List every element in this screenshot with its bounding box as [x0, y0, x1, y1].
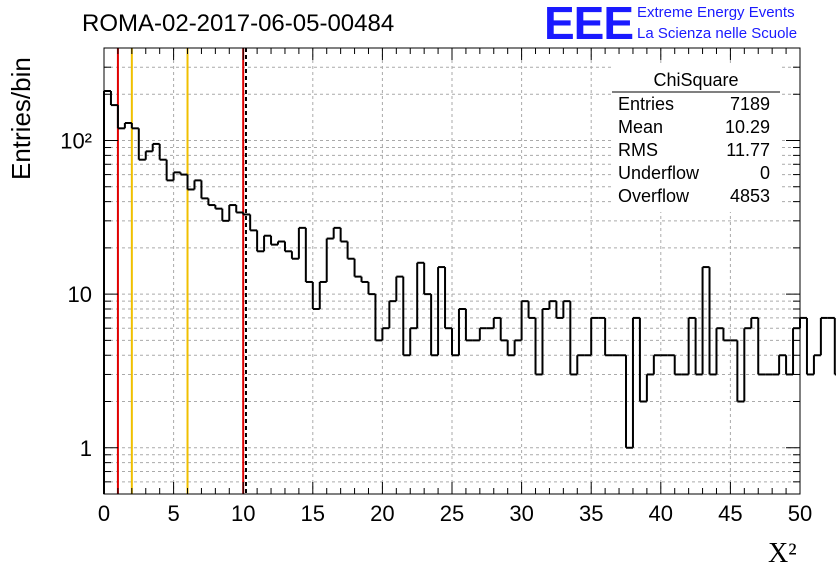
x-tick-label: 0 — [98, 501, 110, 526]
x-tick-label: 20 — [370, 501, 394, 526]
y-tick-label: 10² — [60, 128, 92, 153]
stats-value: 11.77 — [726, 140, 770, 160]
x-tick-label: 30 — [509, 501, 533, 526]
y-tick-label: 10 — [68, 282, 92, 307]
stats-label: Entries — [618, 94, 674, 114]
x-tick-label: 45 — [718, 501, 742, 526]
logo-line-1: Extreme Energy Events — [637, 4, 795, 21]
stats-box — [612, 66, 780, 212]
x-tick-label: 10 — [231, 501, 255, 526]
stats-label: RMS — [618, 140, 658, 160]
stats-label: Mean — [618, 117, 663, 137]
x-tick-label: 25 — [440, 501, 464, 526]
x-tick-label: 50 — [788, 501, 812, 526]
stats-value: 7189 — [730, 94, 770, 114]
logo-line-2: La Scienza nelle Scuole — [637, 25, 798, 42]
stats-value: 4853 — [730, 186, 770, 206]
stats-label: Overflow — [618, 186, 690, 206]
x-tick-label: 40 — [649, 501, 673, 526]
stats-value: 10.29 — [725, 117, 770, 137]
x-tick-label: 5 — [167, 501, 179, 526]
stats-label: Underflow — [618, 163, 700, 183]
x-tick-label: 15 — [301, 501, 325, 526]
chart-title: ROMA-02-2017-06-05-00484 — [82, 10, 395, 37]
stats-title: ChiSquare — [653, 70, 738, 90]
x-axis-label: X² — [768, 538, 797, 569]
x-tick-label: 35 — [579, 501, 603, 526]
stats-value: 0 — [760, 163, 770, 183]
y-tick-label: 1 — [80, 436, 92, 461]
eee-logo: EEE — [544, 0, 634, 49]
